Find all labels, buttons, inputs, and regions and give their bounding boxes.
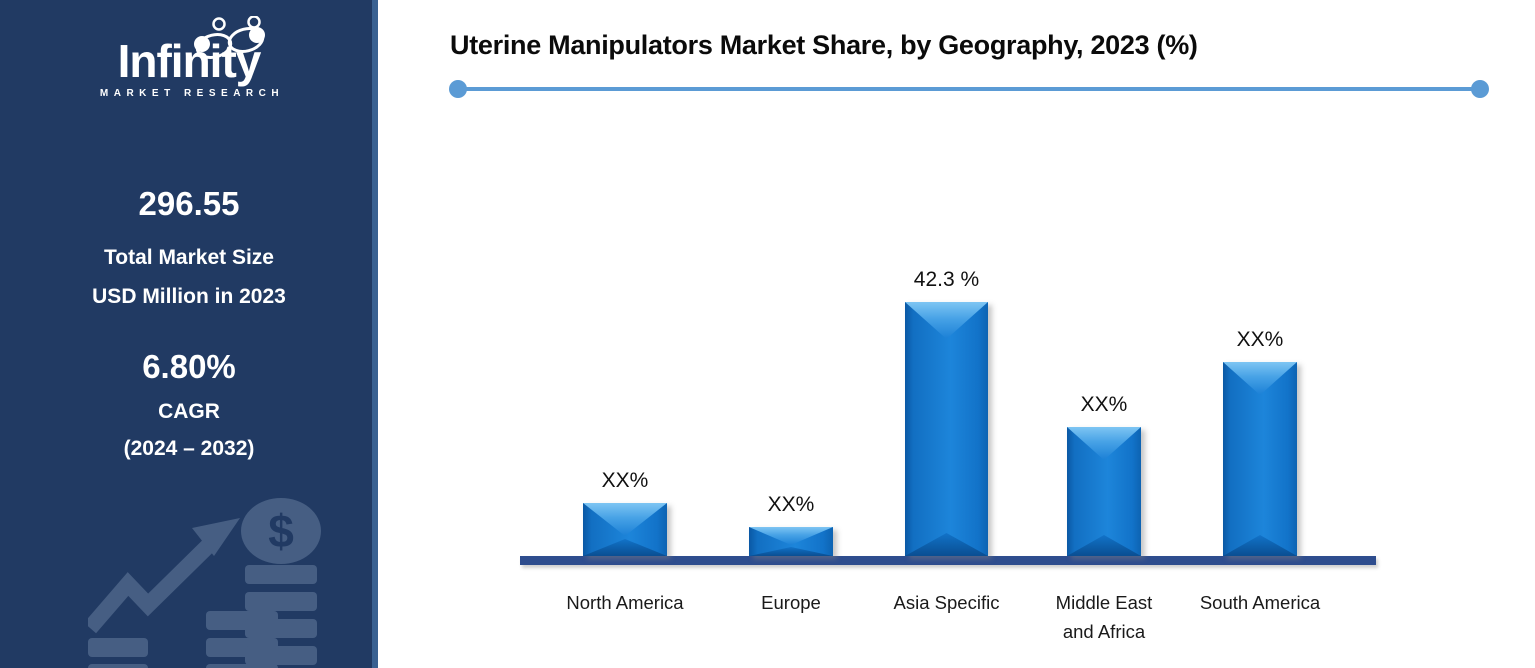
value-label: XX% bbox=[1080, 393, 1128, 416]
market-size-label-line2: USD Million in 2023 bbox=[92, 285, 286, 308]
value-label: XX% bbox=[1236, 328, 1284, 351]
x-axis bbox=[520, 556, 1376, 565]
market-size-label-line1: Total Market Size bbox=[104, 246, 274, 269]
cagr-period: (2024 – 2032) bbox=[123, 437, 255, 460]
category-label: South America bbox=[1199, 592, 1321, 613]
brand-name: Infinity bbox=[117, 35, 262, 87]
sidebar: Infinity MARKET RESEARCH 296.55 Total Ma… bbox=[0, 0, 378, 668]
bar-bevel-top bbox=[1223, 362, 1297, 395]
chart-title: Uterine Manipulators Market Share, by Ge… bbox=[450, 30, 1198, 60]
infinity-logo-icon bbox=[194, 16, 265, 59]
bar-south-america bbox=[1223, 362, 1297, 556]
bar-bevel-bottom bbox=[583, 539, 667, 556]
value-label: XX% bbox=[767, 493, 815, 516]
bar-bevel-top bbox=[583, 503, 667, 536]
category-label: Asia Specific bbox=[893, 592, 1000, 613]
category-label: North America bbox=[566, 592, 684, 613]
bar-bevel-bottom bbox=[905, 533, 988, 556]
cagr-value: 6.80% bbox=[142, 348, 236, 385]
growth-arrow-coin-stacks-icon: $ bbox=[88, 498, 321, 668]
category-label: Middle East and Africa bbox=[1055, 592, 1153, 642]
bar-europe bbox=[749, 527, 833, 556]
value-label: 42.3 % bbox=[913, 268, 980, 291]
brand-tagline: MARKET RESEARCH bbox=[99, 88, 285, 99]
bar-north-america bbox=[583, 503, 667, 556]
bar-bevel-top bbox=[749, 527, 833, 545]
bar-bevel-top bbox=[1067, 427, 1141, 460]
svg-text:$: $ bbox=[268, 505, 294, 557]
cagr-label: CAGR bbox=[158, 400, 220, 423]
title-underline bbox=[449, 80, 1489, 98]
bar-asia-specific bbox=[905, 302, 988, 556]
bar-bevel-bottom bbox=[1223, 535, 1297, 556]
bar-middle-east-and-africa bbox=[1067, 427, 1141, 556]
bar-bevel-top bbox=[905, 302, 988, 339]
brand-logo: Infinity MARKET RESEARCH bbox=[0, 16, 378, 99]
bar-bevel-bottom bbox=[1067, 535, 1141, 556]
value-label: XX% bbox=[601, 469, 649, 492]
category-label: Europe bbox=[761, 592, 821, 613]
bar-bevel-bottom bbox=[749, 547, 833, 556]
market-size-value: 296.55 bbox=[138, 185, 240, 222]
